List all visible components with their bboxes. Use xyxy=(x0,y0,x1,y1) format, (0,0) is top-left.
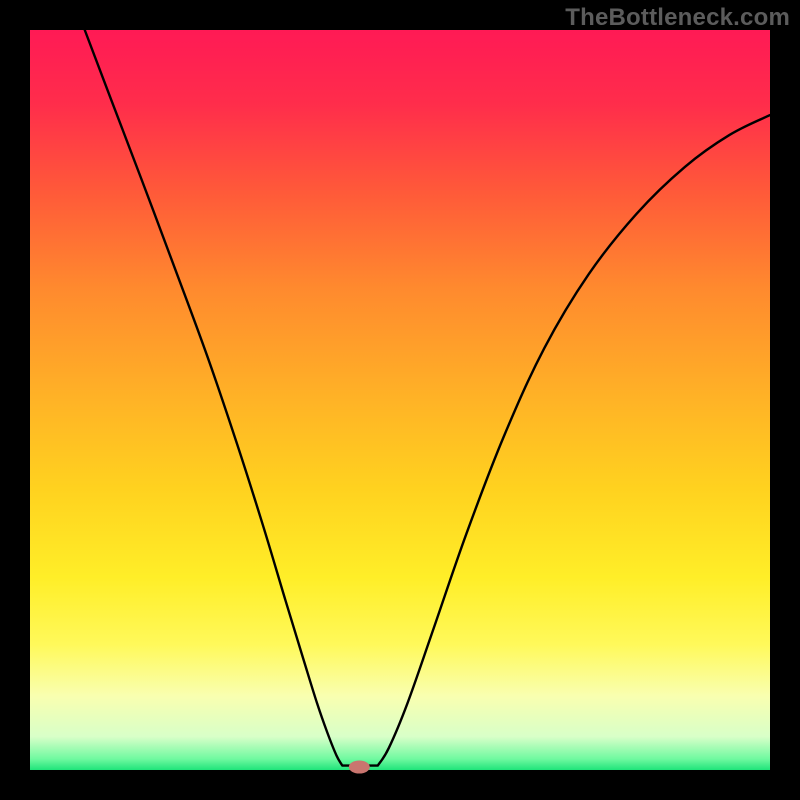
minimum-marker xyxy=(349,761,369,773)
chart-container: { "meta": { "watermark": "TheBottleneck.… xyxy=(0,0,800,800)
bottleneck-chart xyxy=(0,0,800,800)
watermark-text: TheBottleneck.com xyxy=(565,4,790,32)
plot-area xyxy=(30,30,770,770)
